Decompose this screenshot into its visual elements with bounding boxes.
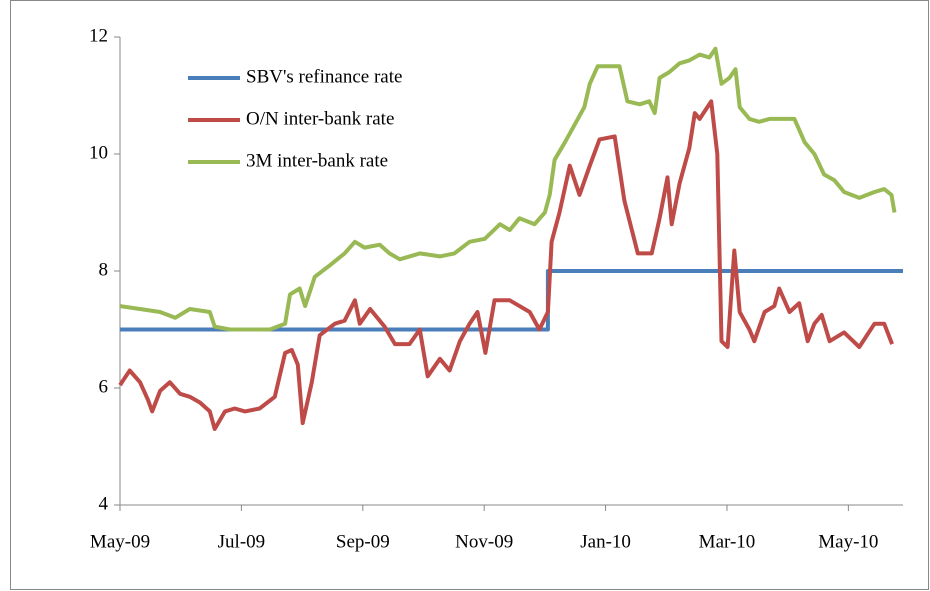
y-tick-label: 6	[99, 376, 109, 397]
chart-frame	[10, 0, 929, 590]
y-tick-label: 8	[99, 259, 109, 280]
y-tick-label: 4	[99, 493, 109, 514]
x-tick-label: Nov-09	[455, 531, 513, 552]
y-tick-label: 12	[89, 25, 108, 46]
x-tick-label: Jul-09	[218, 531, 266, 552]
series-line	[119, 46, 897, 332]
x-tick-label: May-09	[90, 531, 150, 552]
x-tick-label: Jan-10	[580, 531, 631, 552]
x-tick-label: May-10	[818, 531, 878, 552]
y-tick-label: 10	[89, 142, 108, 163]
x-tick-label: Mar-10	[699, 531, 756, 552]
legend-label: 3M inter-bank rate	[246, 150, 388, 171]
x-tick-label: Sep-09	[336, 531, 390, 552]
legend-label: O/N inter-bank rate	[246, 108, 394, 129]
series-line	[118, 99, 894, 431]
legend-label: SBV's refinance rate	[246, 66, 402, 87]
